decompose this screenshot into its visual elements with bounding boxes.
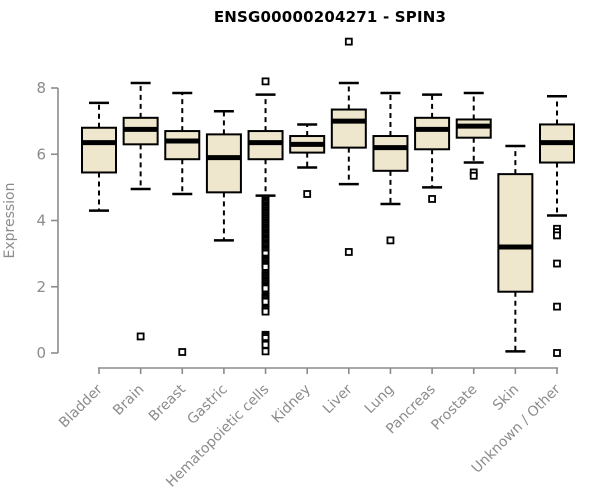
- box-kidney: [289, 123, 326, 198]
- outlier-point: [261, 262, 270, 271]
- x-tick-label: Skin: [490, 382, 522, 414]
- chart-title: ENSG00000204271 - SPIN3: [213, 8, 447, 26]
- box-hematopoietic-cells: [247, 77, 284, 356]
- outlier-point: [553, 302, 561, 311]
- iqr-box: [414, 116, 451, 151]
- x-tick-label: Brain: [110, 382, 147, 419]
- outlier-point: [553, 259, 561, 268]
- y-tick-label: 6: [36, 145, 46, 163]
- x-tick-label: Liver: [320, 381, 356, 417]
- x-tick-label: Breast: [146, 381, 190, 425]
- y-tick-label: 0: [36, 344, 46, 362]
- outlier-point: [261, 77, 270, 86]
- box-skin: [497, 144, 534, 353]
- y-tick-label: 2: [36, 278, 46, 296]
- x-tick-label: Kidney: [269, 382, 314, 427]
- box-gastric: [205, 109, 242, 242]
- x-tick-label: Prostate: [428, 382, 480, 434]
- iqr-box: [81, 126, 117, 174]
- outlier-point: [261, 307, 270, 316]
- box-pancreas: [414, 93, 451, 203]
- outlier-point: [303, 190, 312, 198]
- outlier-point: [428, 195, 436, 203]
- outlier-point: [261, 340, 270, 349]
- box-breast: [164, 91, 201, 356]
- outlier-point: [261, 347, 270, 356]
- box-brain: [122, 81, 159, 341]
- iqr-box: [205, 133, 242, 194]
- outlier-point: [178, 348, 187, 356]
- outlier-point: [553, 349, 561, 357]
- x-tick-label: Bladder: [56, 381, 106, 431]
- outlier-point: [553, 231, 561, 240]
- outlier-point: [344, 248, 353, 256]
- iqr-box: [330, 108, 367, 149]
- iqr-box: [372, 135, 409, 172]
- box-bladder: [81, 101, 117, 212]
- box-lung: [372, 91, 409, 245]
- outlier-point: [344, 37, 353, 46]
- outlier-point: [469, 171, 478, 180]
- outlier-point: [386, 236, 395, 245]
- iqr-box: [164, 130, 201, 161]
- box-prostate: [455, 91, 492, 180]
- y-axis: 0 2 4 6 8 Expression: [2, 79, 59, 362]
- outlier-point: [261, 297, 270, 306]
- box-liver: [330, 37, 367, 256]
- box-unknown-other: [539, 95, 575, 357]
- outlier-point: [261, 284, 270, 293]
- x-tick-label: Lung: [362, 382, 397, 417]
- iqr-box: [497, 173, 534, 293]
- y-tick-label: 8: [36, 79, 46, 97]
- y-axis-title: Expression: [2, 183, 18, 259]
- y-tick-label: 4: [36, 212, 46, 230]
- outlier-point: [136, 332, 145, 341]
